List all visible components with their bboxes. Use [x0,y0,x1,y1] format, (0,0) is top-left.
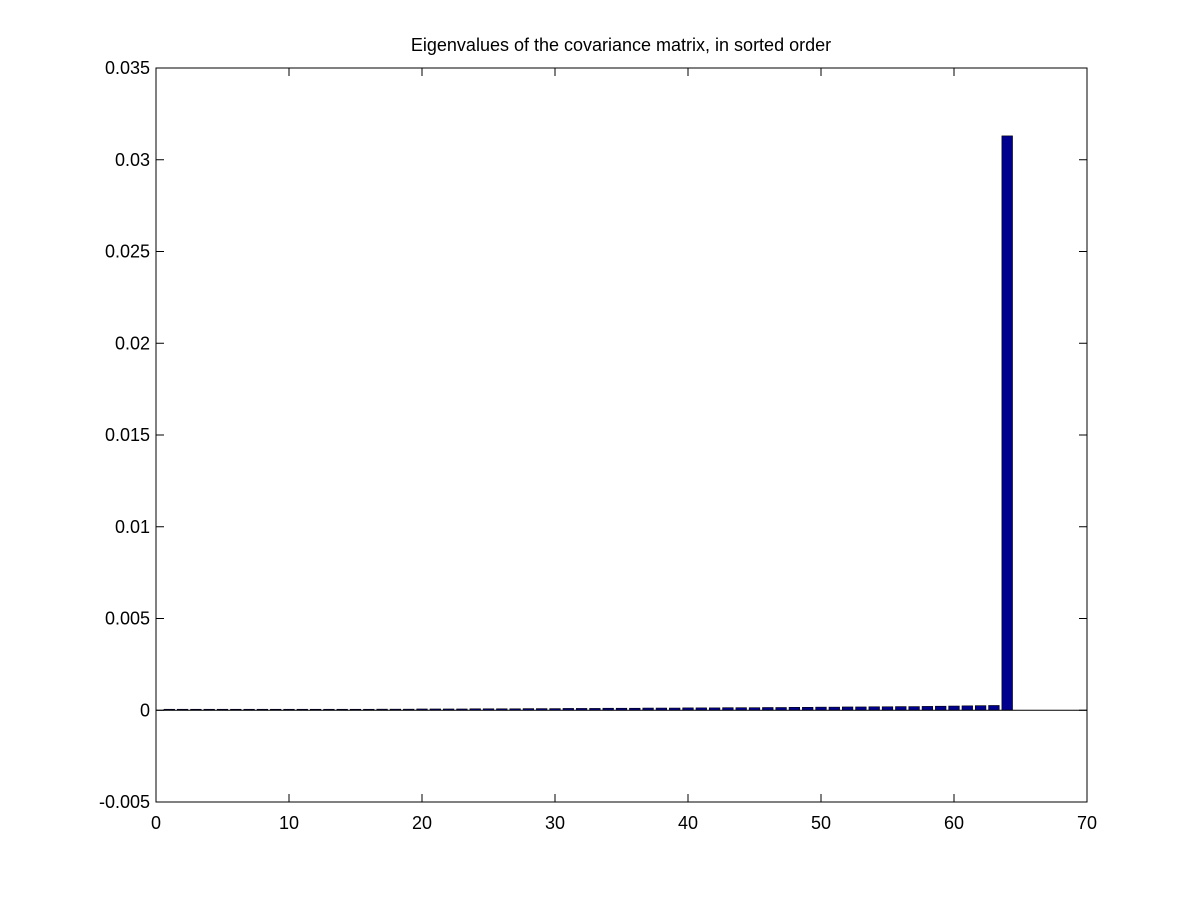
bar-58 [921,706,934,711]
tick-marks [155,67,1088,803]
x-tick-label: 60 [944,813,964,833]
x-tick-label: 30 [545,813,565,833]
y-tick-label: 0.03 [115,150,150,170]
x-tick-label: 10 [279,813,299,833]
x-tick-label: 20 [412,813,432,833]
y-tick-label: 0.01 [115,517,150,537]
x-tick-label: 50 [811,813,831,833]
y-tick-label: 0.005 [105,609,150,629]
y-tick-label: 0.02 [115,333,150,353]
y-tick-label: 0.015 [105,425,150,445]
y-tick-label: 0.025 [105,242,150,262]
axes-box [155,67,1088,803]
bar-61 [961,705,973,711]
bars-group [163,135,1013,711]
y-tick-labels: -0.005 0 0.005 0.01 0.015 0.02 0.025 0.03 0.035 [99,58,150,812]
bar-62 [974,705,987,711]
chart-title: Eigenvalues of the covariance matrix, in… [411,35,831,55]
y-tick-label: -0.005 [99,792,150,812]
bar-59 [935,705,947,711]
bar-57 [908,706,920,711]
bar-56 [895,706,907,711]
y-tick-label: 0.035 [105,58,150,78]
bar-54 [868,706,880,711]
x-tick-label: 40 [678,813,698,833]
bar-60 [948,705,960,711]
bar-63 [988,705,1000,711]
x-tick-label: 0 [151,813,161,833]
y-tick-label: 0 [140,700,150,720]
bar-64 [1001,135,1013,711]
x-tick-labels: 0 10 20 30 40 50 60 70 [151,813,1097,833]
bar-55 [881,706,894,711]
x-tick-label: 70 [1077,813,1097,833]
